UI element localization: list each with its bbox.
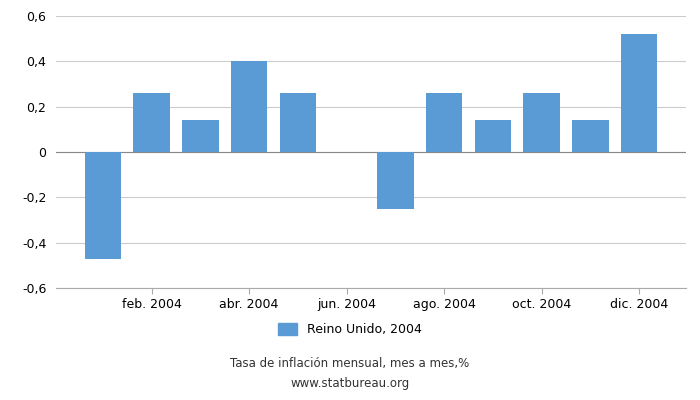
Bar <box>377 152 414 209</box>
Bar <box>524 93 560 152</box>
Text: Tasa de inflación mensual, mes a mes,%: Tasa de inflación mensual, mes a mes,% <box>230 358 470 370</box>
Text: www.statbureau.org: www.statbureau.org <box>290 378 410 390</box>
Bar <box>426 93 463 152</box>
Bar <box>572 120 608 152</box>
Bar <box>231 61 267 152</box>
Bar <box>134 93 170 152</box>
Bar <box>182 120 218 152</box>
Bar <box>279 93 316 152</box>
Bar <box>621 34 657 152</box>
Bar <box>475 120 511 152</box>
Legend: Reino Unido, 2004: Reino Unido, 2004 <box>273 318 427 341</box>
Bar <box>85 152 121 258</box>
